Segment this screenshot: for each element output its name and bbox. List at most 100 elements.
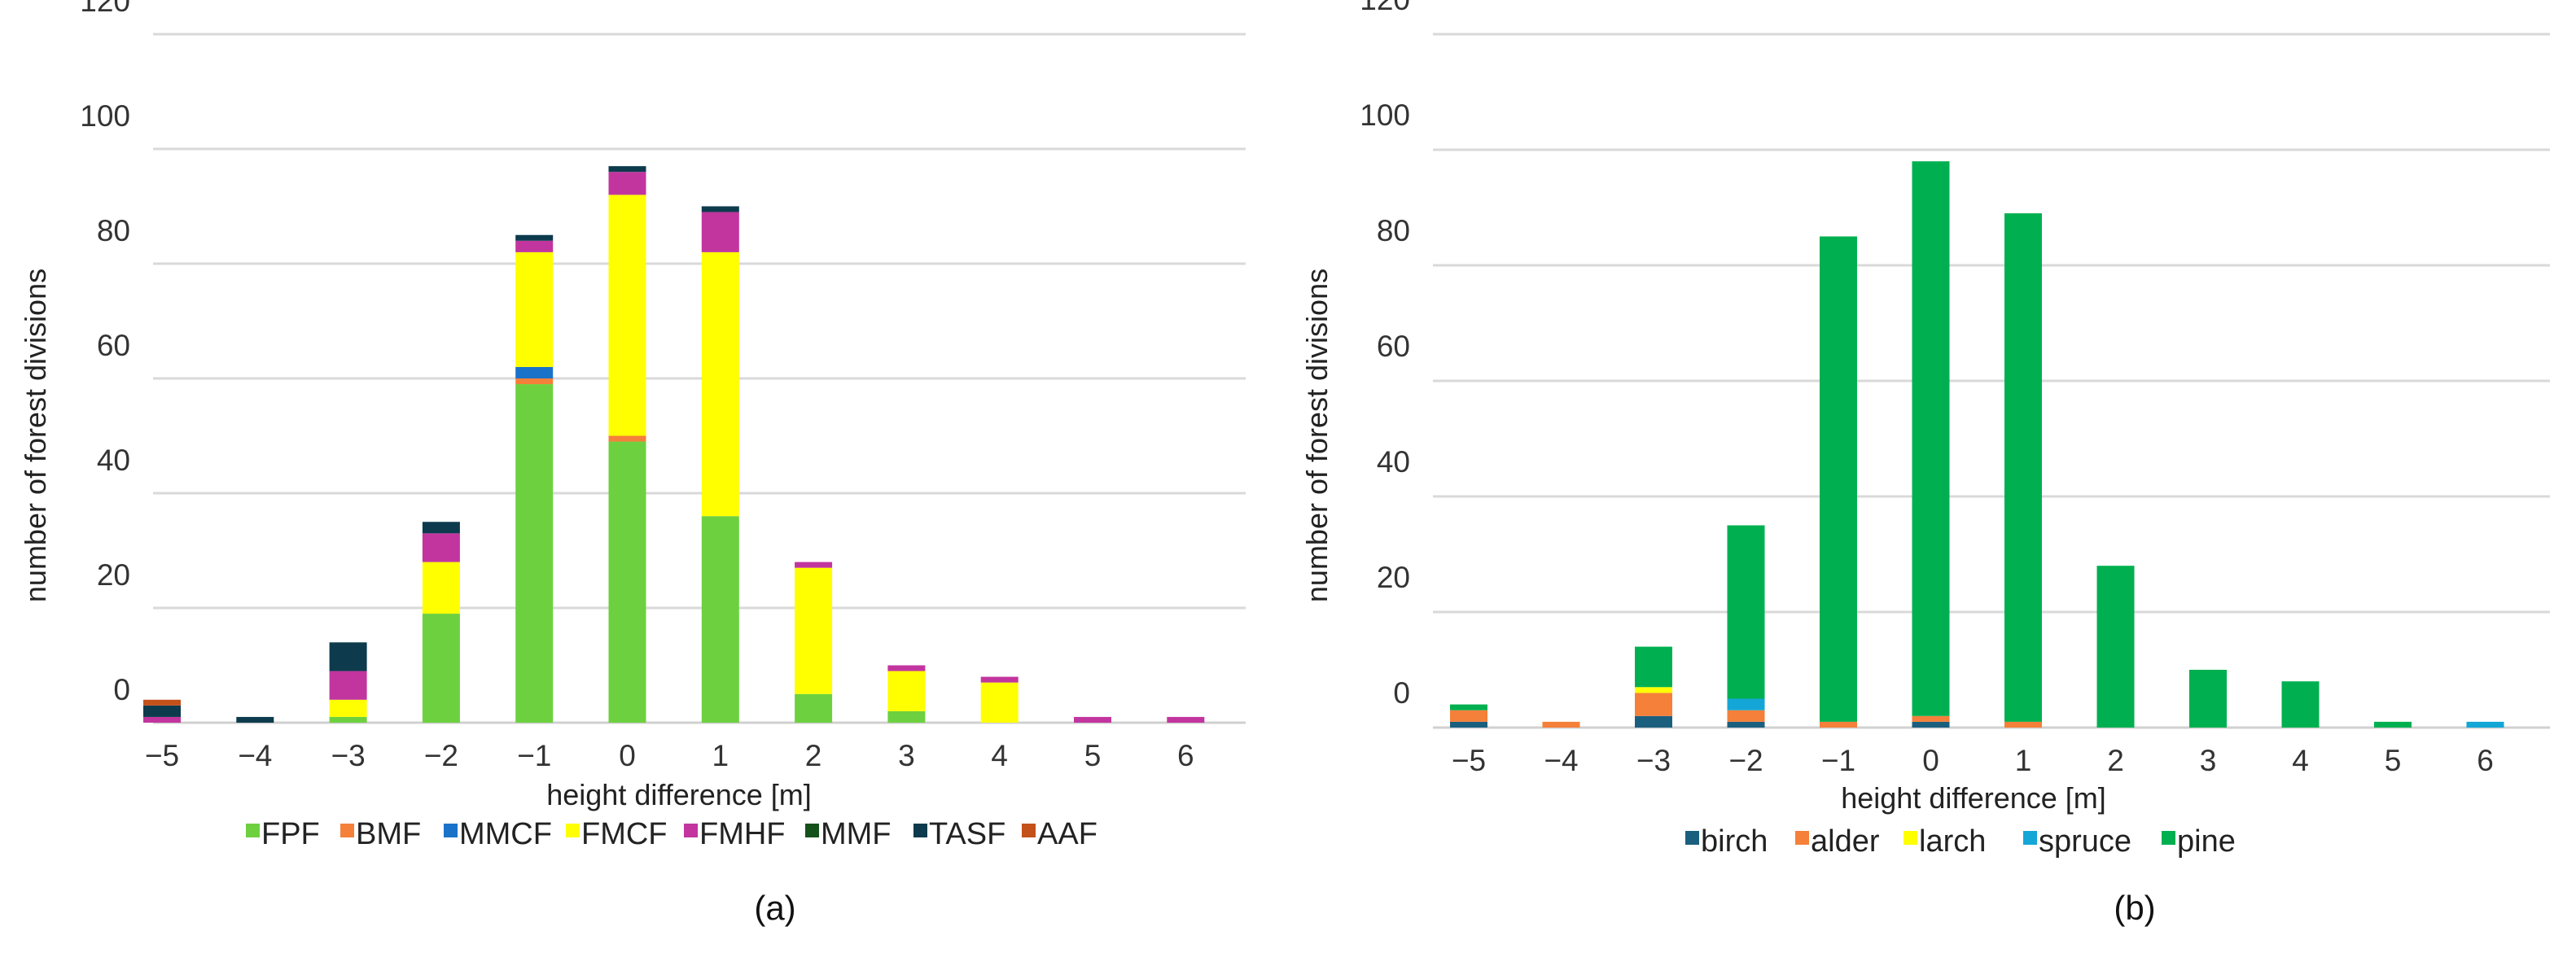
bar-segment-fmcf [329,699,367,717]
legend-item-pine: pine [2162,824,2236,859]
y-tick-label: 80 [1377,214,1410,247]
bar-segment-pine [1820,236,1857,722]
x-tick-label: 5 [2385,744,2402,777]
panel-label: (a) [754,889,795,927]
legend-item-larch: larch [1904,824,1986,859]
legend-label: larch [1919,824,1986,859]
bar-segment-tasf [701,206,739,212]
x-tick-label: −5 [1452,744,1486,777]
bar-segment-fpf [887,710,926,723]
x-axis-title: height difference [m] [1841,781,2106,815]
bar-segment-alder [2004,721,2042,728]
bar-segment-tasf [236,716,274,723]
y-tick-label: 40 [1377,445,1410,479]
x-tick-label: 2 [805,739,822,772]
bar-segment-alder [1542,721,1580,728]
bar-segment-alder [1635,693,1672,716]
bar-segment-fmhf [143,716,181,723]
bar-segment-bmf [515,378,554,385]
x-tick-label: 2 [2107,744,2124,777]
y-tick-label: 40 [97,444,130,477]
x-tick-label: 3 [2200,744,2217,777]
bar-segment-fpf [515,384,554,723]
bar-segment-aaf [143,699,181,706]
bar-segment-larch [1635,687,1672,693]
bar-segment-birch [1912,721,1950,728]
bar-segment-tasf [422,522,460,534]
y-tick-label: 100 [1360,98,1410,132]
x-tick-label: −5 [145,739,179,772]
legend-label: MMF [821,817,892,851]
bar-segment-fmcf [980,682,1019,723]
legend-item-aaf: AAF [1022,817,1097,851]
x-tick-label: 0 [1922,744,1939,777]
legend-swatch [566,824,580,837]
legend-swatch [805,824,819,837]
legend-label: alder [1811,824,1880,859]
y-axis-title: number of forest divisions [19,269,52,602]
bar-segment-fmhf [329,671,367,700]
bar-segment-fmcf [795,567,833,694]
bar-segment-pine [2281,681,2320,728]
legend-label: pine [2177,824,2236,859]
y-tick-label: 120 [1360,0,1410,16]
legend-label: TASF [929,817,1005,851]
y-tick-label: 0 [1393,676,1410,710]
x-tick-label: −3 [331,739,366,772]
bar-segment-fmhf [1074,716,1111,723]
y-tick-label: 80 [97,214,130,247]
x-tick-label: −2 [424,739,458,772]
bar-segment-fmcf [422,562,460,614]
legend-item-fmhf: FMHF [684,817,786,851]
bar-segment-pine [2004,213,2042,722]
bar-segment-fpf [422,614,460,723]
bar-segment-tasf [515,234,554,241]
bar-segment-fmcf [608,195,646,436]
legend-swatch [444,824,458,837]
x-tick-label: 1 [2015,744,2032,777]
legend-label: AAF [1037,817,1097,851]
legend-swatch [1795,831,1809,845]
x-tick-label: −4 [238,739,272,772]
legend-swatch [1685,831,1699,845]
bar-segment-alder [1450,710,1487,722]
bar-segment-fpf [329,716,367,723]
chart-panel-a: 0 20 40 60 80 100 120 −5 −4 −3 −2 −1 0 1 2 3 4 5 6 number… [19,0,1246,927]
bar-segment-alder [1912,715,1950,722]
legend-label: FMCF [581,817,668,851]
bar-segment-fmcf [701,251,739,517]
bar-segment-alder [1727,710,1765,722]
x-tick-label: 0 [619,739,636,772]
panel-label: (b) [2114,889,2155,927]
x-tick-label: 3 [898,739,915,772]
bar-segment-birch [1635,715,1672,728]
bar-segment-fpf [795,693,833,723]
bar-segment-fmhf [422,533,460,562]
bar-segment-alder [1820,721,1857,728]
y-tick-label: 60 [1377,330,1410,363]
legend-item-mmcf: MMCF [444,817,552,851]
legend-label: BMF [356,817,421,851]
legend-label: MMCF [459,817,552,851]
legend-item-fmcf: FMCF [566,817,668,851]
bar-segment-pine [2374,721,2412,728]
legend-swatch [246,824,260,837]
bar-segment-spruce [1727,698,1765,710]
bar-segment-fmhf [795,562,833,568]
bar-segment-fmcf [887,671,926,711]
bar-segment-fmhf [701,212,739,252]
legend-label: birch [1701,824,1768,859]
legend-item-tasf: TASF [913,817,1005,851]
x-tick-label: 1 [712,739,729,772]
bar-segment-mmcf [515,366,554,378]
y-tick-label: 100 [80,99,130,133]
legend-swatch [2023,831,2037,845]
y-tick-label: 60 [97,329,130,362]
x-tick-label: −4 [1544,744,1578,777]
legend-item-spruce: spruce [2023,824,2131,859]
bar-segment-pine [1727,525,1765,699]
legend-label: FMHF [699,817,786,851]
bar-segment-tasf [143,705,181,717]
y-tick-label: 120 [80,0,130,18]
legend-item-alder: alder [1795,824,1880,859]
